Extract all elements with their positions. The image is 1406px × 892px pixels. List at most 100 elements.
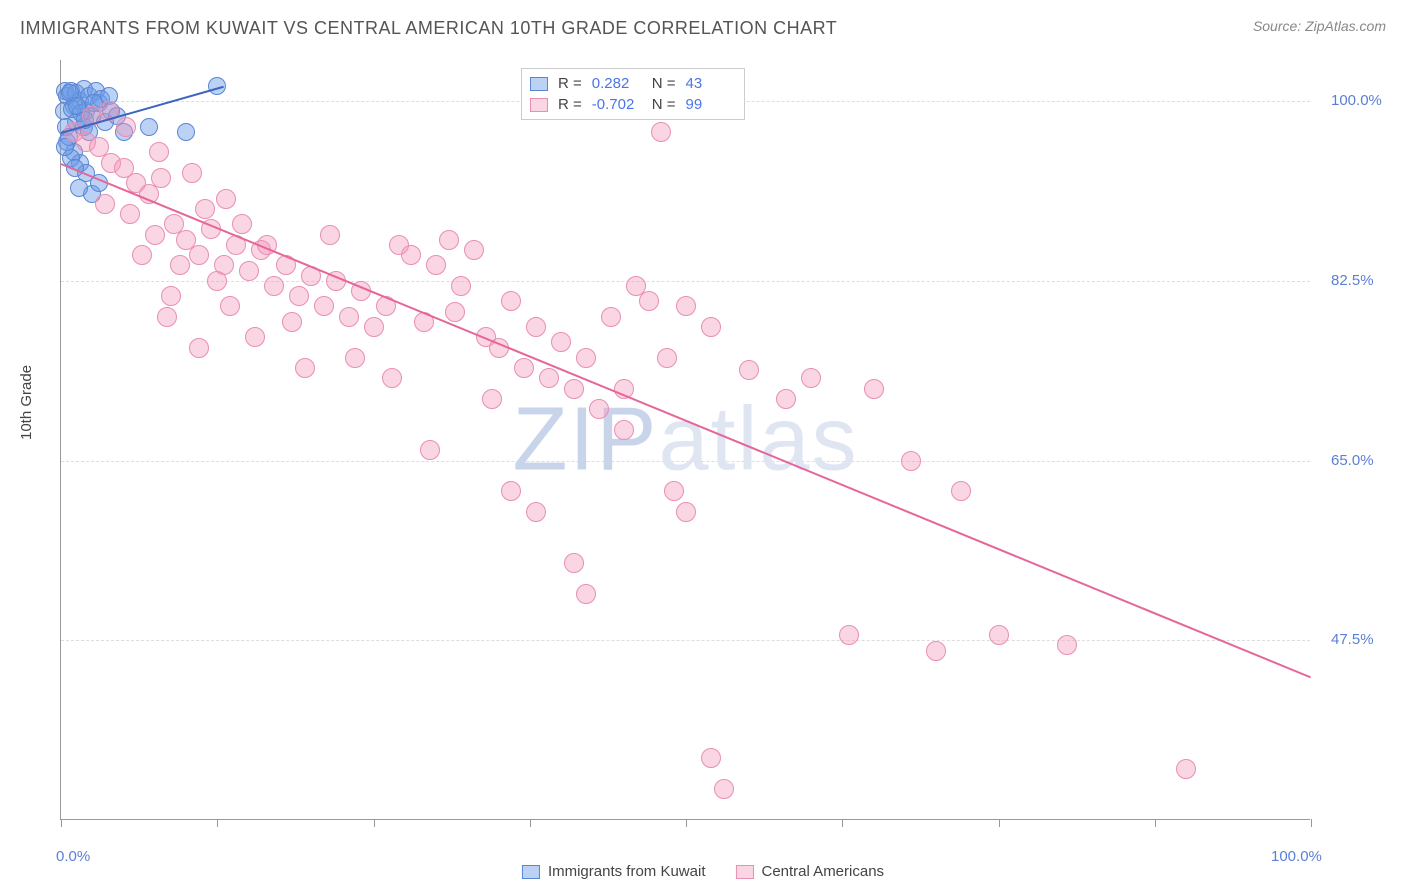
data-point (657, 348, 677, 368)
stats-row: R = 0.282 N = 43 (530, 73, 736, 94)
data-point (339, 307, 359, 327)
y-tick-label: 82.5% (1331, 272, 1374, 289)
data-point (149, 142, 169, 162)
data-point (364, 317, 384, 337)
y-axis-title: 10th Grade (18, 365, 35, 440)
x-tick (1155, 819, 1156, 827)
data-point (120, 204, 140, 224)
stats-swatch (530, 77, 548, 91)
scatter-plot-area: ZIPatlas 47.5%65.0%82.5%100.0%0.0%100.0%… (60, 60, 1310, 820)
x-label-right: 100.0% (1271, 848, 1322, 865)
data-point (182, 163, 202, 183)
chart-title: IMMIGRANTS FROM KUWAIT VS CENTRAL AMERIC… (20, 18, 837, 38)
data-point (564, 553, 584, 573)
data-point (951, 481, 971, 501)
data-point (382, 368, 402, 388)
data-point (801, 368, 821, 388)
data-point (420, 440, 440, 460)
legend-swatch-kuwait (522, 865, 540, 879)
data-point (926, 641, 946, 661)
data-point (207, 271, 227, 291)
data-point (576, 348, 596, 368)
data-point (651, 122, 671, 142)
data-point (70, 179, 88, 197)
x-label-left: 0.0% (56, 848, 90, 865)
data-point (320, 225, 340, 245)
data-point (295, 358, 315, 378)
n-label: N = (652, 96, 676, 113)
data-point (526, 317, 546, 337)
data-point (989, 625, 1009, 645)
data-point (232, 214, 252, 234)
data-point (314, 296, 334, 316)
data-point (676, 296, 696, 316)
n-label: N = (652, 75, 676, 92)
x-tick (217, 819, 218, 827)
gridline (61, 281, 1310, 282)
data-point (132, 245, 152, 265)
n-value: 99 (686, 96, 736, 113)
data-point (161, 286, 181, 306)
stats-row: R = -0.702 N = 99 (530, 94, 736, 115)
legend-label-kuwait: Immigrants from Kuwait (548, 863, 706, 880)
n-value: 43 (686, 75, 736, 92)
trend-line (61, 163, 1312, 678)
data-point (539, 368, 559, 388)
x-tick (999, 819, 1000, 827)
data-point (401, 245, 421, 265)
x-tick (1311, 819, 1312, 827)
data-point (1176, 759, 1196, 779)
data-point (189, 245, 209, 265)
data-point (501, 481, 521, 501)
data-point (170, 255, 190, 275)
data-point (239, 261, 259, 281)
r-value: -0.702 (592, 96, 642, 113)
source-attribution: Source: ZipAtlas.com (1253, 18, 1386, 34)
gridline (61, 461, 1310, 462)
data-point (589, 399, 609, 419)
r-value: 0.282 (592, 75, 642, 92)
legend-label-central: Central Americans (761, 863, 884, 880)
x-tick (686, 819, 687, 827)
data-point (445, 302, 465, 322)
data-point (282, 312, 302, 332)
x-tick (530, 819, 531, 827)
y-tick-label: 100.0% (1331, 92, 1382, 109)
x-tick (842, 819, 843, 827)
data-point (95, 194, 115, 214)
y-tick-label: 65.0% (1331, 452, 1374, 469)
data-point (514, 358, 534, 378)
data-point (482, 389, 502, 409)
data-point (195, 199, 215, 219)
legend-item-central: Central Americans (735, 863, 884, 880)
data-point (501, 291, 521, 311)
data-point (526, 502, 546, 522)
data-point (464, 240, 484, 260)
data-point (245, 327, 265, 347)
data-point (701, 317, 721, 337)
data-point (264, 276, 284, 296)
r-label: R = (558, 96, 582, 113)
data-point (701, 748, 721, 768)
data-point (177, 123, 195, 141)
data-point (676, 502, 696, 522)
r-label: R = (558, 75, 582, 92)
gridline (61, 640, 1310, 641)
data-point (639, 291, 659, 311)
bottom-legend: Immigrants from Kuwait Central Americans (522, 863, 884, 880)
data-point (145, 225, 165, 245)
data-point (116, 117, 136, 137)
data-point (208, 77, 226, 95)
data-point (614, 420, 634, 440)
legend-swatch-central (735, 865, 753, 879)
watermark: ZIPatlas (512, 388, 858, 491)
data-point (189, 338, 209, 358)
data-point (426, 255, 446, 275)
data-point (439, 230, 459, 250)
data-point (714, 779, 734, 799)
legend-item-kuwait: Immigrants from Kuwait (522, 863, 706, 880)
x-tick (374, 819, 375, 827)
stats-legend: R = 0.282 N = 43 R = -0.702 N = 99 (521, 68, 745, 120)
data-point (739, 360, 759, 380)
data-point (216, 189, 236, 209)
